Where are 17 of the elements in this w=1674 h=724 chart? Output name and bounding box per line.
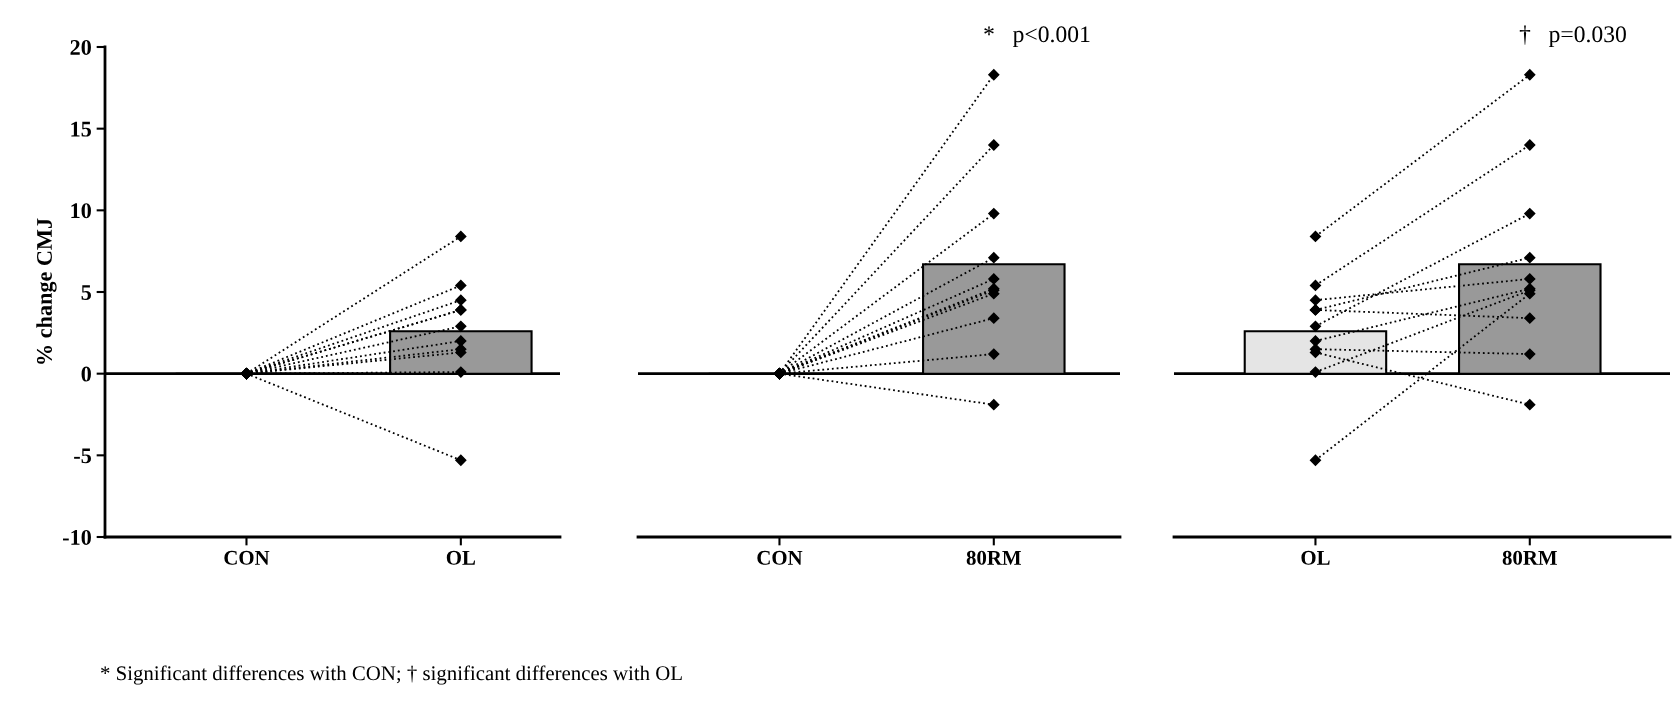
y-tick-label: 15: [71, 121, 91, 137]
x-tick-label: OL: [1301, 550, 1330, 565]
text: † p=0.030: [1519, 25, 1626, 47]
x-tick-label: 80RM: [966, 550, 1021, 565]
x-tick-label: 80RM: [1502, 550, 1557, 565]
text: * p<0.001: [984, 26, 1090, 47]
y-tick-label: 20: [70, 39, 91, 55]
y-tick-label: 10: [71, 203, 91, 219]
y-tick-label: 5: [81, 285, 91, 300]
text: * Significant differences with CON; † significant differences with OL: [101, 665, 682, 685]
x-tick-label: CON: [757, 550, 803, 565]
y-axis-title: % change CMJ: [36, 218, 57, 364]
x-tick-label: OL: [446, 550, 476, 565]
y-tick-label: 0: [81, 366, 91, 382]
y-tick-label: -5: [74, 448, 91, 464]
x-tick-label: CON: [224, 550, 270, 565]
y-tick-label: -10: [63, 529, 91, 545]
